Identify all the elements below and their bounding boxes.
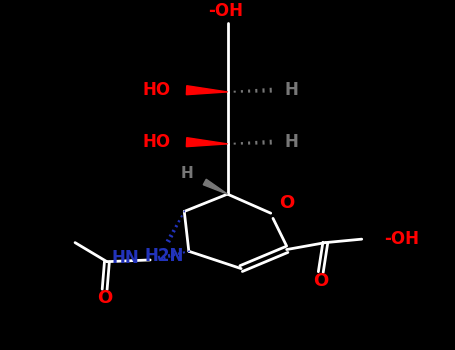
Text: O: O bbox=[97, 289, 112, 307]
Polygon shape bbox=[187, 86, 228, 95]
Text: HO: HO bbox=[142, 133, 171, 151]
Text: O: O bbox=[279, 195, 294, 212]
Text: O: O bbox=[313, 272, 329, 290]
Text: HO: HO bbox=[142, 81, 171, 99]
Text: H: H bbox=[284, 81, 298, 99]
Polygon shape bbox=[187, 138, 228, 147]
Text: -OH: -OH bbox=[384, 230, 420, 248]
Text: -OH: -OH bbox=[208, 1, 243, 20]
Text: HN: HN bbox=[111, 249, 139, 267]
Text: H: H bbox=[181, 166, 193, 181]
Polygon shape bbox=[203, 179, 228, 194]
Text: H: H bbox=[284, 133, 298, 151]
Text: H2N: H2N bbox=[144, 247, 183, 265]
